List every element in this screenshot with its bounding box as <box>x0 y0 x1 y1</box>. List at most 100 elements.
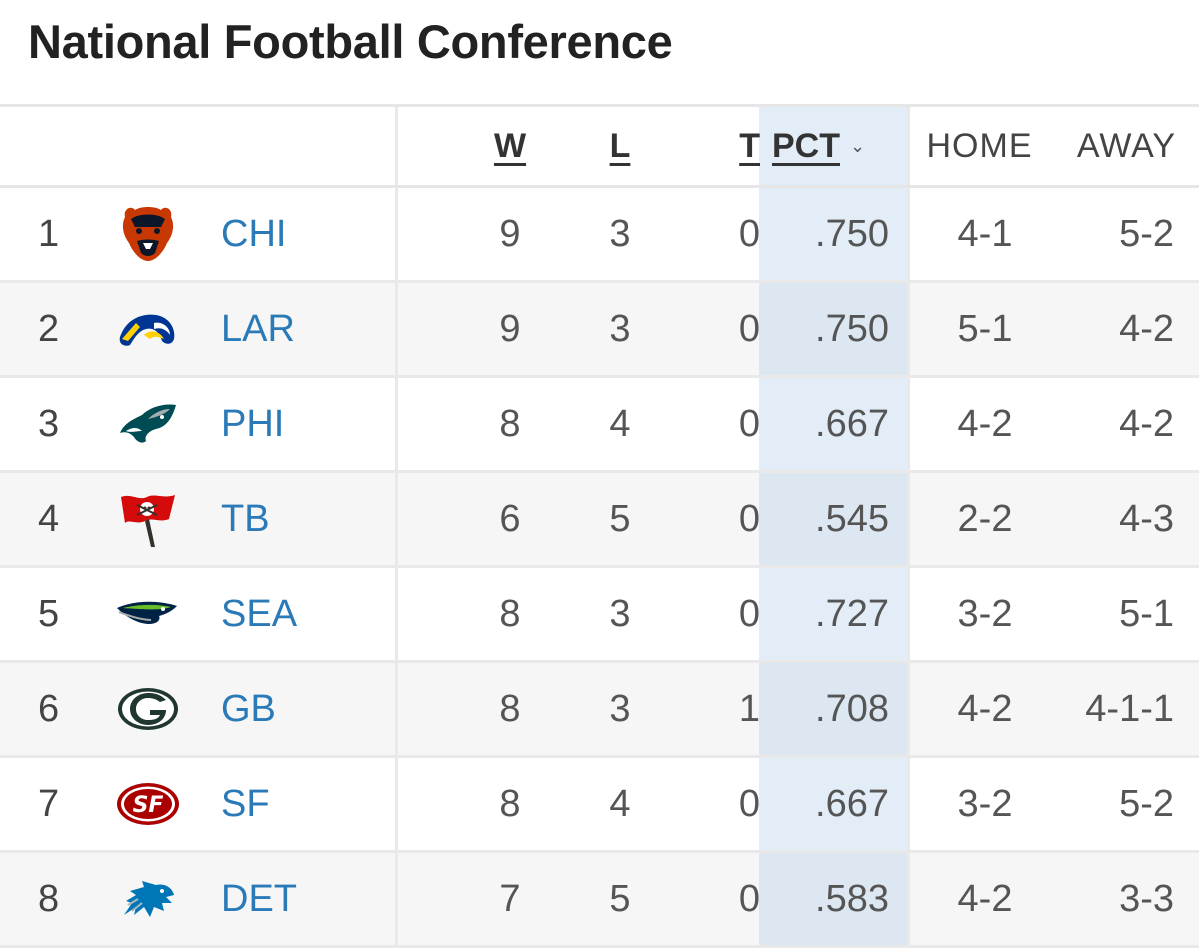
away-record: 5-2 <box>1119 212 1174 255</box>
ties-value: 0 <box>738 212 760 255</box>
pct-value: .727 <box>815 592 889 635</box>
seahawks-logo-icon[interactable] <box>112 568 184 660</box>
49ers-logo-icon[interactable]: SF <box>112 758 184 850</box>
team-rank: 4 <box>38 497 60 540</box>
sorted-column-highlight <box>759 853 907 945</box>
losses-value: 4 <box>609 782 631 825</box>
pct-value: .667 <box>815 402 889 445</box>
team-link[interactable]: GB <box>221 687 276 730</box>
away-record: 3-3 <box>1119 877 1174 920</box>
rams-logo-icon[interactable] <box>112 283 184 375</box>
home-record: 3-2 <box>957 592 1013 635</box>
pct-value: .667 <box>815 782 889 825</box>
table-row: 1 CHI 9 3 0 .750 4-1 5-2 <box>0 188 1199 283</box>
team-link[interactable]: SEA <box>221 592 298 635</box>
column-divider <box>907 568 910 660</box>
team-rank: 2 <box>38 307 60 350</box>
wins-value: 8 <box>499 782 521 825</box>
buccaneers-logo-icon[interactable] <box>112 473 184 565</box>
away-record: 4-1-1 <box>1085 687 1174 730</box>
ties-value: 0 <box>738 592 760 635</box>
losses-value: 3 <box>609 212 631 255</box>
sorted-column-highlight <box>759 378 907 470</box>
column-header-home: HOME <box>926 126 1033 165</box>
column-divider <box>907 188 910 280</box>
home-record: 5-1 <box>957 307 1013 350</box>
team-link[interactable]: SF <box>221 782 270 825</box>
team-link[interactable]: LAR <box>221 307 295 350</box>
losses-value: 4 <box>609 402 631 445</box>
table-row: 3 PHI 8 4 0 .667 4-2 4-2 <box>0 378 1199 473</box>
table-row: 8 DET 7 5 0 .583 4-2 3-3 <box>0 853 1199 948</box>
column-divider <box>395 473 398 565</box>
wins-value: 7 <box>499 877 521 920</box>
wins-value: 9 <box>499 307 521 350</box>
column-divider <box>395 663 398 755</box>
team-rank: 8 <box>38 877 60 920</box>
team-rank: 6 <box>38 687 60 730</box>
wins-value: 8 <box>499 687 521 730</box>
column-header-w[interactable]: W <box>493 126 527 165</box>
column-divider <box>907 473 910 565</box>
pct-value: .750 <box>815 212 889 255</box>
losses-value: 5 <box>609 877 631 920</box>
ties-value: 0 <box>738 877 760 920</box>
pct-value: .708 <box>815 687 889 730</box>
table-row: 4 TB 6 5 0 .545 2-2 4-3 <box>0 473 1199 568</box>
svg-text:SF: SF <box>133 793 164 818</box>
sorted-column-highlight <box>759 283 907 375</box>
team-rank: 7 <box>38 782 60 825</box>
standings-table: W L T PCT ⌄ HOME AWAY 1 CHI 9 3 0 .750 4-1 5-2 2… <box>0 104 1199 948</box>
column-divider <box>395 758 398 850</box>
column-divider <box>395 853 398 945</box>
bears-logo-icon[interactable] <box>112 188 184 280</box>
team-link[interactable]: CHI <box>221 212 287 255</box>
column-header-l[interactable]: L <box>609 126 631 165</box>
team-rank: 5 <box>38 592 60 635</box>
pct-value: .545 <box>815 497 889 540</box>
eagles-logo-icon[interactable] <box>112 378 184 470</box>
column-header-away: AWAY <box>1076 126 1176 165</box>
ties-value: 1 <box>738 687 760 730</box>
ties-value: 0 <box>738 402 760 445</box>
wins-value: 6 <box>499 497 521 540</box>
column-divider <box>907 107 910 185</box>
pct-value: .583 <box>815 877 889 920</box>
sorted-column-highlight <box>759 188 907 280</box>
home-record: 2-2 <box>957 497 1013 540</box>
table-row: 7 SF SF 8 4 0 .667 3-2 5-2 <box>0 758 1199 853</box>
column-header-pct[interactable]: PCT <box>772 126 840 165</box>
team-link[interactable]: PHI <box>221 402 285 445</box>
column-divider <box>907 283 910 375</box>
sort-chevron-icon[interactable]: ⌄ <box>850 135 866 156</box>
home-record: 4-2 <box>957 402 1013 445</box>
table-row: 2 LAR 9 3 0 .750 5-1 4-2 <box>0 283 1199 378</box>
ties-value: 0 <box>738 307 760 350</box>
column-divider <box>907 853 910 945</box>
column-divider <box>395 283 398 375</box>
column-divider <box>907 663 910 755</box>
away-record: 5-2 <box>1119 782 1174 825</box>
wins-value: 9 <box>499 212 521 255</box>
team-link[interactable]: TB <box>221 497 270 540</box>
away-record: 5-1 <box>1119 592 1174 635</box>
ties-value: 0 <box>738 782 760 825</box>
team-rank: 3 <box>38 402 60 445</box>
column-divider <box>395 378 398 470</box>
pct-value: .750 <box>815 307 889 350</box>
column-header-t[interactable]: T <box>739 126 760 165</box>
page-title: National Football Conference <box>28 15 673 68</box>
away-record: 4-2 <box>1119 307 1174 350</box>
table-row: 6 GB 8 3 1 .708 4-2 4-1-1 <box>0 663 1199 758</box>
losses-value: 3 <box>609 592 631 635</box>
sorted-column-highlight <box>759 107 907 185</box>
losses-value: 3 <box>609 307 631 350</box>
team-link[interactable]: DET <box>221 877 297 920</box>
packers-logo-icon[interactable] <box>112 663 184 755</box>
sorted-column-highlight <box>759 663 907 755</box>
away-record: 4-2 <box>1119 402 1174 445</box>
column-divider <box>395 107 398 185</box>
lions-logo-icon[interactable] <box>112 853 184 945</box>
sorted-column-highlight <box>759 758 907 850</box>
away-record: 4-3 <box>1119 497 1174 540</box>
